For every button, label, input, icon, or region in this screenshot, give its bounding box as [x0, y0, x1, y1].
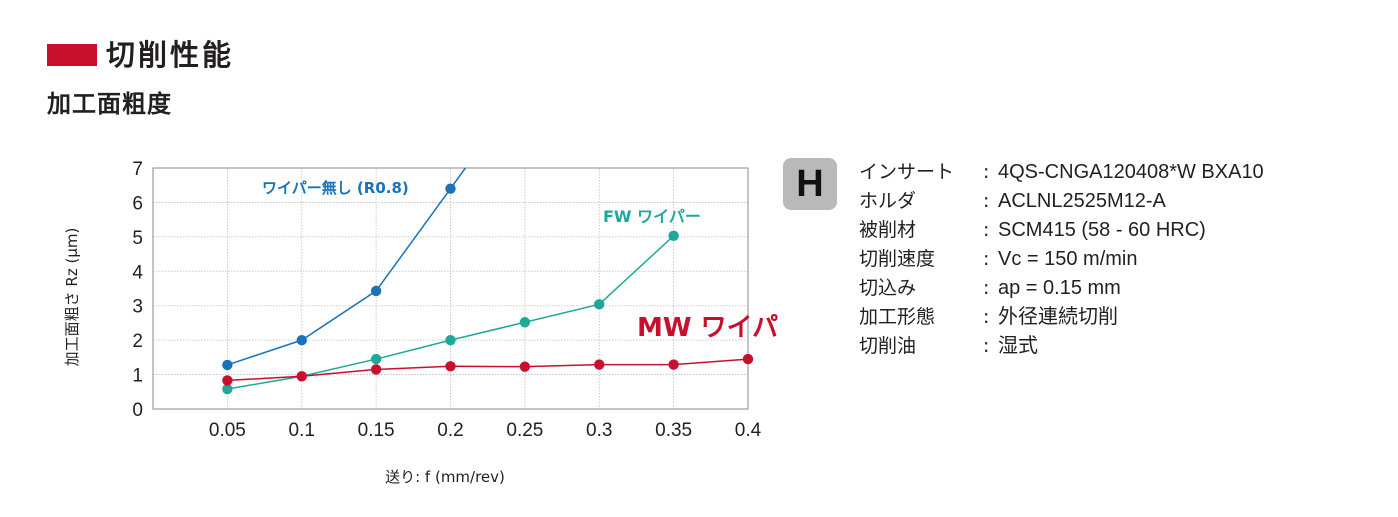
y-tick-label: 2 — [132, 331, 143, 352]
data-point — [519, 317, 531, 328]
series-line — [227, 358, 749, 382]
x-tick-label: 0.1 — [289, 420, 315, 441]
series-label: MW ワイパー — [637, 313, 780, 343]
y-tick-label: 3 — [132, 297, 143, 318]
y-axis-label: 加工面粗さ Rz (μm) — [63, 228, 81, 367]
spec-colon: : — [983, 248, 990, 270]
x-tick-label: 0.2 — [437, 420, 463, 441]
data-point — [222, 359, 233, 371]
data-point — [668, 230, 679, 242]
x-tick-label: 0.35 — [655, 420, 692, 441]
series-line — [227, 167, 466, 366]
section-title: 切削性能 — [106, 38, 235, 72]
spec-value: 湿式 — [998, 335, 1038, 357]
spec-value: ap = 0.15 mm — [998, 277, 1121, 299]
y-tick-label: 6 — [132, 193, 143, 214]
spec-label: インサート — [859, 161, 955, 183]
x-axis-label: 送り: f (mm/rev) — [385, 468, 505, 486]
spec-colon: : — [983, 161, 990, 183]
spec-colon: : — [983, 219, 990, 241]
y-tick-label: 7 — [132, 159, 143, 180]
spec-colon: : — [983, 190, 990, 212]
data-point — [296, 371, 307, 382]
spec-value: 4QS-CNGA120408*W BXA10 — [998, 161, 1264, 183]
data-point — [222, 383, 233, 395]
x-tick-label: 0.15 — [358, 420, 395, 441]
y-tick-label: 0 — [132, 400, 143, 421]
spec-label: ホルダ — [859, 190, 917, 212]
surface-roughness-chart: 0 1 2 3 4 5 6 7 0.05 0.1 0.15 0.2 0.25 0.3 0.35 0.4 送り: … — [63, 159, 780, 486]
cutting-conditions-panel: H インサート : 4QS-CNGA120408*W BXA10 ホルダ : A… — [783, 158, 1383, 368]
data-point — [370, 364, 382, 375]
data-point — [370, 285, 382, 297]
spec-colon: : — [983, 335, 990, 357]
chart-subtitle: 加工面粗度 — [47, 90, 172, 118]
spec-value: Vc = 150 m/min — [998, 248, 1138, 270]
data-point — [445, 183, 456, 194]
spec-value: ACLNL2525M12-A — [998, 190, 1166, 212]
material-group-h-badge: H — [783, 158, 837, 210]
data-point — [668, 359, 679, 370]
spec-value: 外径連続切削 — [998, 306, 1118, 328]
y-tick-label: 1 — [132, 366, 143, 387]
spec-label: 被削材 — [859, 219, 917, 241]
y-tick-label: 4 — [132, 262, 143, 283]
data-point — [519, 361, 531, 372]
data-point — [296, 334, 307, 346]
x-tick-label: 0.25 — [506, 420, 543, 441]
x-tick-label: 0.4 — [735, 420, 762, 441]
x-tick-label: 0.3 — [586, 420, 612, 441]
spec-label: 加工形態 — [859, 306, 936, 328]
data-point — [445, 361, 456, 372]
spec-label: 切削速度 — [859, 248, 936, 270]
data-point — [222, 375, 233, 386]
section-accent-bar — [47, 44, 97, 66]
data-point — [445, 334, 456, 346]
data-point — [370, 353, 382, 365]
x-tick-label: 0.05 — [209, 420, 246, 441]
spec-colon: : — [983, 277, 990, 299]
spec-colon: : — [983, 306, 990, 328]
data-point — [742, 353, 754, 365]
data-point — [594, 359, 605, 370]
y-tick-label: 5 — [132, 228, 143, 249]
spec-label: 切削油 — [859, 335, 917, 357]
plot-frame — [152, 167, 749, 410]
series-label: FW ワイパー — [603, 207, 701, 226]
data-point — [594, 299, 605, 310]
spec-value: SCM415 (58 - 60 HRC) — [998, 219, 1206, 241]
spec-label: 切込み — [859, 277, 917, 299]
series-label: ワイパー無し (R0.8) — [262, 179, 409, 197]
